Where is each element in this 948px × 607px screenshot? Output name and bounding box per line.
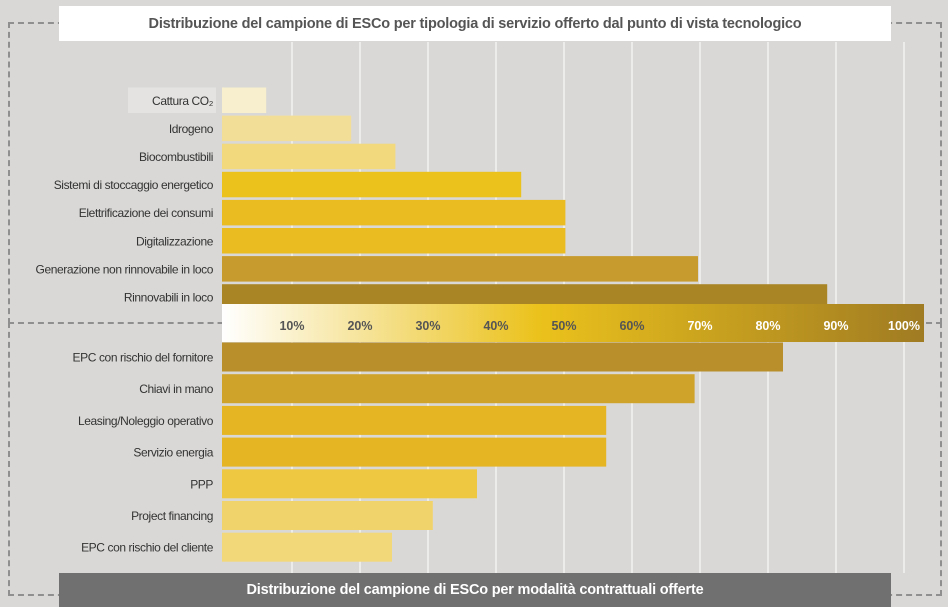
tick-label-60: 60% [619, 319, 644, 333]
top-bar-6 [222, 256, 698, 282]
tick-label-40: 40% [483, 319, 508, 333]
bottom-category-label-0: EPC con rischio del fornitore [73, 351, 214, 365]
bottom-category-label-1: Chiavi in mano [139, 382, 213, 396]
bottom-bar-4 [222, 469, 477, 499]
top-category-label-3: Sistemi di stoccaggio energetico [54, 178, 214, 192]
bottom-bar-6 [222, 532, 392, 562]
tick-label-10: 10% [279, 319, 304, 333]
top-bar-0 [222, 87, 267, 113]
tick-label-20: 20% [347, 319, 372, 333]
top-category-label-1: Idrogeno [169, 122, 214, 136]
top-bar-3 [222, 171, 522, 198]
tick-label-100: 100% [888, 319, 920, 333]
top-category-label-4: Elettrificazione dei consumi [79, 206, 213, 220]
top-category-label-5: Digitalizzazione [136, 234, 214, 248]
top-bar-5 [222, 228, 566, 254]
bars [222, 87, 828, 562]
top-bar-4 [222, 199, 566, 226]
highlight-label-bg [128, 87, 216, 113]
tick-label-30: 30% [415, 319, 440, 333]
tick-label-70: 70% [687, 319, 712, 333]
top-bar-1 [222, 115, 352, 142]
top-category-label-6: Generazione non rinnovabile in loco [36, 262, 214, 276]
bottom-category-label-5: Project financing [131, 509, 213, 523]
top-category-label-2: Biocombustibili [139, 150, 213, 164]
x-axis: 10% 20% 30% 40% 50% 60% 70% 80% 90% 100% [222, 304, 924, 342]
axis-gradient-band [222, 304, 924, 342]
tick-label-90: 90% [823, 319, 848, 333]
tick-label-50: 50% [551, 319, 576, 333]
top-category-label-0: Cattura CO₂ [152, 94, 214, 108]
bottom-bar-3 [222, 437, 607, 467]
category-labels: Cattura CO₂ Idrogeno Biocombustibili Sistem… [36, 94, 215, 555]
bottom-bar-0 [222, 342, 783, 372]
bottom-category-label-2: Leasing/Noleggio operativo [78, 414, 214, 428]
bottom-category-label-6: EPC con rischio del cliente [81, 541, 214, 555]
bottom-category-label-4: PPP [190, 477, 213, 491]
top-chart-title: Distribuzione del campione di ESCo per t… [59, 6, 891, 41]
top-category-label-7: Rinnovabili in loco [124, 290, 214, 304]
bottom-bar-2 [222, 405, 607, 435]
bottom-chart-title: Distribuzione del campione di ESCo per m… [59, 573, 891, 607]
tick-label-80: 80% [755, 319, 780, 333]
bottom-bar-1 [222, 374, 695, 404]
bottom-bar-5 [222, 501, 433, 530]
top-bar-2 [222, 143, 396, 170]
bottom-category-label-3: Servizio energia [133, 446, 213, 460]
